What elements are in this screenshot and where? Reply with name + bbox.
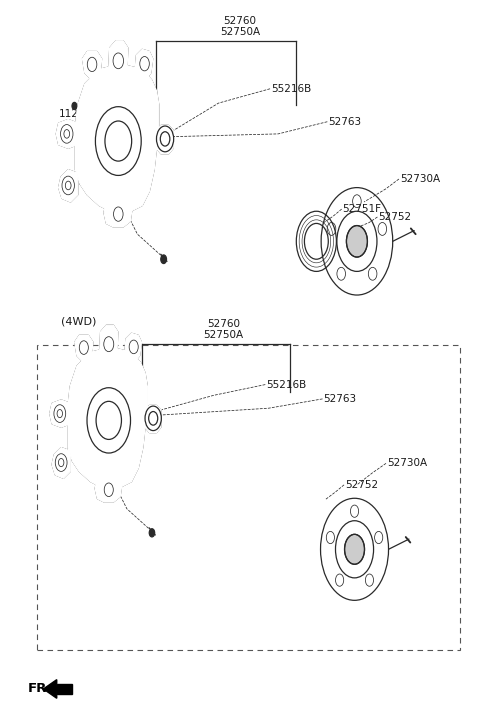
Text: 1129BD: 1129BD [59, 109, 100, 119]
Polygon shape [43, 679, 57, 698]
Polygon shape [135, 50, 153, 81]
Circle shape [149, 528, 155, 537]
Polygon shape [156, 125, 173, 154]
Polygon shape [125, 334, 142, 362]
Text: 52750A: 52750A [220, 27, 260, 37]
Polygon shape [75, 66, 159, 213]
Text: 52763: 52763 [324, 394, 357, 404]
Polygon shape [68, 349, 147, 488]
Text: 52750A: 52750A [203, 330, 243, 340]
Polygon shape [52, 448, 70, 478]
Polygon shape [145, 406, 161, 433]
Polygon shape [109, 41, 128, 77]
Polygon shape [95, 478, 121, 502]
Text: 52730A: 52730A [387, 458, 427, 468]
Polygon shape [75, 335, 93, 362]
Polygon shape [57, 684, 72, 694]
Circle shape [72, 102, 77, 109]
Text: 55216B: 55216B [271, 84, 311, 93]
Text: 52752: 52752 [378, 212, 411, 222]
Text: 52730A: 52730A [400, 174, 440, 184]
Text: (4WD): (4WD) [61, 316, 96, 326]
Text: 55216B: 55216B [266, 380, 307, 390]
Circle shape [161, 255, 167, 264]
Polygon shape [59, 170, 78, 202]
Polygon shape [100, 325, 118, 360]
Circle shape [345, 534, 364, 564]
Polygon shape [56, 119, 78, 148]
Text: 52760: 52760 [224, 17, 256, 27]
Text: FR.: FR. [28, 682, 52, 695]
Text: 52763: 52763 [328, 116, 361, 127]
Polygon shape [104, 202, 132, 227]
Polygon shape [83, 52, 102, 81]
Text: 52751F: 52751F [343, 204, 382, 214]
Circle shape [347, 226, 367, 257]
Text: 52752: 52752 [345, 480, 378, 490]
Text: 52760: 52760 [207, 319, 240, 329]
Polygon shape [50, 400, 70, 427]
